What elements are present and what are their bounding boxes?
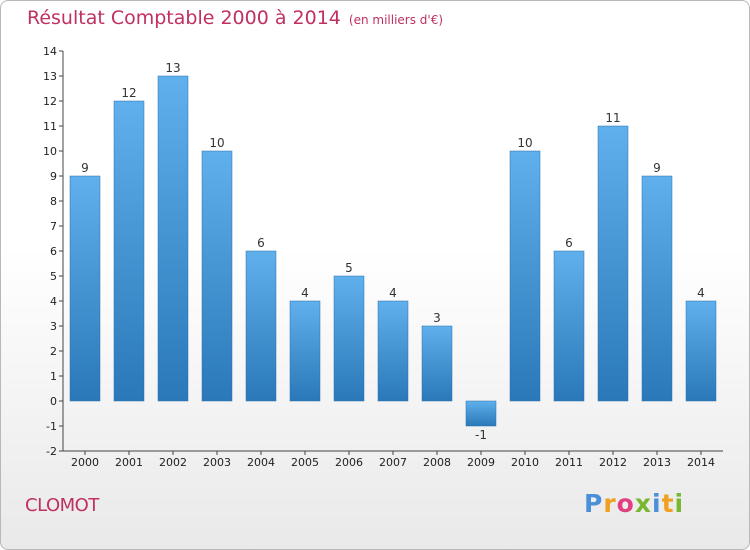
bar (553, 250, 585, 402)
chart-title: Résultat Comptable 2000 à 2014 (en millie… (27, 7, 443, 29)
x-tick-label: 2000 (71, 456, 99, 469)
y-tick-label: 10 (43, 145, 57, 158)
y-tick-label: 13 (43, 70, 57, 83)
logo-letter: P (584, 489, 604, 518)
logo-letter: x (634, 489, 652, 518)
chart-title-text: Résultat Comptable 2000 à 2014 (27, 7, 341, 29)
bar (685, 300, 717, 402)
data-label: 12 (121, 86, 136, 100)
data-label: 4 (389, 286, 397, 300)
logo-letter: o (616, 489, 635, 518)
x-tick-label: 2001 (115, 456, 143, 469)
x-tick-label: 2006 (335, 456, 363, 469)
x-tick-label: 2010 (511, 456, 539, 469)
y-tick-label: 2 (50, 345, 57, 358)
data-label: 6 (565, 236, 573, 250)
data-label: 13 (165, 61, 180, 75)
x-tick-label: 2011 (555, 456, 583, 469)
bar (597, 125, 629, 402)
y-tick-label: 1 (50, 370, 57, 383)
y-tick-label: -1 (46, 420, 57, 433)
data-label: 9 (81, 161, 89, 175)
bar (465, 400, 497, 427)
y-tick-label: 0 (50, 395, 57, 408)
logo-letter: i (652, 489, 662, 518)
data-label: -1 (475, 428, 487, 442)
x-tick-label: 2002 (159, 456, 187, 469)
bar (509, 150, 541, 402)
chart-bars (69, 75, 717, 427)
y-tick-label: 12 (43, 95, 57, 108)
chart-labels: 2000 9 2001 12 2002 13 2003 10 2004 6 2005 4 2006 5 20… (71, 61, 715, 469)
x-tick-label: 2003 (203, 456, 231, 469)
x-tick-label: 2014 (687, 456, 715, 469)
bar (245, 250, 277, 402)
x-tick-label: 2007 (379, 456, 407, 469)
bar (641, 175, 673, 402)
y-tick-label: 8 (50, 195, 57, 208)
x-tick-label: 2005 (291, 456, 319, 469)
y-tick-label: 5 (50, 270, 57, 283)
bar (333, 275, 365, 402)
bar (201, 150, 233, 402)
y-tick-label: 14 (43, 45, 57, 58)
y-tick-label: -2 (46, 445, 57, 458)
data-label: 3 (433, 311, 441, 325)
data-label: 4 (301, 286, 309, 300)
commune-name: CLOMOT (25, 495, 99, 516)
x-tick-label: 2013 (643, 456, 671, 469)
data-label: 9 (653, 161, 661, 175)
data-label: 10 (517, 136, 532, 150)
data-label: 10 (209, 136, 224, 150)
bar (157, 75, 189, 402)
y-tick-label: 7 (50, 220, 57, 233)
chart-subtitle: (en milliers d'€) (348, 13, 444, 27)
logo-letter: r (603, 489, 617, 518)
x-tick-label: 2004 (247, 456, 275, 469)
y-tick-label: 9 (50, 170, 57, 183)
bar (377, 300, 409, 402)
y-tick-label: 6 (50, 245, 57, 258)
bar (69, 175, 101, 402)
data-label: 11 (605, 111, 620, 125)
x-tick-label: 2009 (467, 456, 495, 469)
y-tick-label: 4 (50, 295, 57, 308)
x-tick-label: 2008 (423, 456, 451, 469)
data-label: 5 (345, 261, 353, 275)
x-tick-label: 2012 (599, 456, 627, 469)
data-label: 6 (257, 236, 265, 250)
bar (421, 325, 453, 402)
logo-letter: i (674, 489, 685, 518)
logo-letter: t (661, 489, 675, 518)
bar (289, 300, 321, 402)
bar (113, 100, 145, 402)
data-label: 4 (697, 286, 705, 300)
proxiti-logo: Proxiti (584, 489, 684, 518)
y-tick-label: 3 (50, 320, 57, 333)
y-tick-label: 11 (43, 120, 57, 133)
